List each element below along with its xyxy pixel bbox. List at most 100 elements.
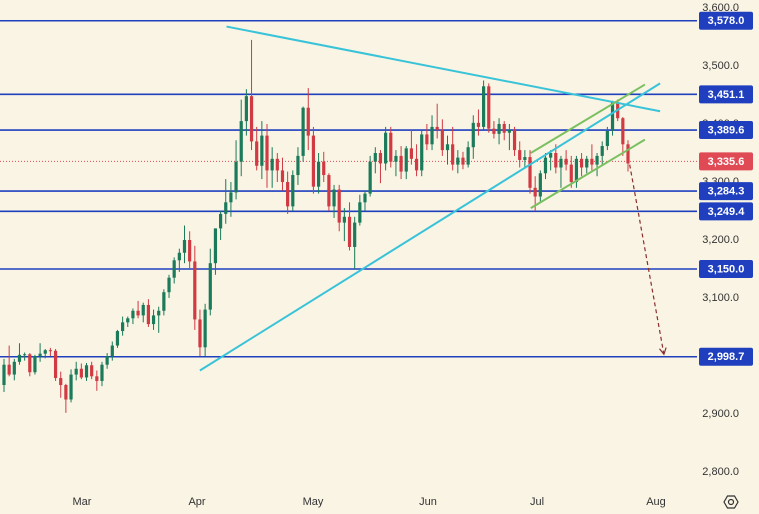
candle-up[interactable] <box>121 322 125 332</box>
candle-down[interactable] <box>590 158 594 165</box>
candle-up[interactable] <box>224 202 228 214</box>
candle-down[interactable] <box>461 157 465 165</box>
candle-up[interactable] <box>456 157 460 165</box>
candle-down[interactable] <box>198 319 202 348</box>
candle-down[interactable] <box>265 135 269 171</box>
candle-down[interactable] <box>414 158 419 171</box>
candle-down[interactable] <box>440 129 444 151</box>
candle-up[interactable] <box>291 175 295 207</box>
candle-down[interactable] <box>451 144 455 165</box>
trendline[interactable] <box>199 82 661 372</box>
price-level-badge[interactable] <box>699 202 753 221</box>
candle-up[interactable] <box>404 148 408 172</box>
candle-up[interactable] <box>141 304 145 316</box>
candle-up[interactable] <box>363 193 367 203</box>
candle-down[interactable] <box>79 368 83 378</box>
candle-up[interactable] <box>100 364 104 381</box>
candle-up[interactable] <box>430 126 434 145</box>
gear-icon[interactable] <box>723 495 739 509</box>
candle-up[interactable] <box>368 161 372 194</box>
candle-down[interactable] <box>275 158 279 171</box>
candle-up[interactable] <box>497 124 501 134</box>
candle-up[interactable] <box>12 361 16 375</box>
candle-up[interactable] <box>353 222 357 247</box>
candle-up[interactable] <box>182 240 187 253</box>
candle-up[interactable] <box>126 318 130 323</box>
candle-up[interactable] <box>2 364 6 385</box>
candle-down[interactable] <box>7 364 11 375</box>
candle-down[interactable] <box>435 126 439 130</box>
candle-down[interactable] <box>59 378 63 385</box>
candle-down[interactable] <box>626 144 630 164</box>
candle-up[interactable] <box>549 153 553 158</box>
candle-up[interactable] <box>538 173 542 197</box>
candle-up[interactable] <box>301 107 305 156</box>
candle-down[interactable] <box>327 175 331 207</box>
candle-up[interactable] <box>270 158 274 171</box>
candle-up[interactable] <box>358 202 362 223</box>
candle-down[interactable] <box>518 150 522 160</box>
candle-up[interactable] <box>23 354 27 356</box>
candle-up[interactable] <box>605 130 609 147</box>
channel-line[interactable] <box>530 83 646 154</box>
candle-up[interactable] <box>600 146 604 156</box>
candle-up[interactable] <box>445 144 450 151</box>
candle-up[interactable] <box>33 356 37 373</box>
candle-down[interactable] <box>492 128 496 134</box>
price-level-badge[interactable] <box>699 121 753 140</box>
candle-up[interactable] <box>595 155 599 165</box>
candle-down[interactable] <box>512 129 517 151</box>
candle-down[interactable] <box>286 182 290 207</box>
candle-down[interactable] <box>487 86 491 129</box>
candle-up[interactable] <box>213 228 218 264</box>
price-level-badge[interactable] <box>699 182 753 201</box>
candle-down[interactable] <box>502 124 506 133</box>
candle-up[interactable] <box>332 189 336 207</box>
candle-down[interactable] <box>188 240 192 262</box>
price-level-badge[interactable] <box>699 260 753 278</box>
candle-down[interactable] <box>193 261 197 320</box>
candle-down[interactable] <box>425 134 429 145</box>
candle-up[interactable] <box>316 161 321 187</box>
candle-down[interactable] <box>146 304 150 325</box>
candle-down[interactable] <box>280 170 285 182</box>
candle-down[interactable] <box>621 118 625 145</box>
candle-up[interactable] <box>69 374 73 400</box>
candle-up[interactable] <box>543 157 548 174</box>
current-price-badge[interactable] <box>699 152 753 171</box>
candle-up[interactable] <box>203 309 207 348</box>
candle-up[interactable] <box>507 129 511 133</box>
candle-up[interactable] <box>162 292 166 311</box>
candle-up[interactable] <box>244 96 248 122</box>
candle-down[interactable] <box>306 107 310 136</box>
candle-down[interactable] <box>579 158 584 168</box>
candle-down[interactable] <box>409 148 414 159</box>
candle-up[interactable] <box>342 216 346 223</box>
candle-up[interactable] <box>167 277 171 293</box>
price-level-badge[interactable] <box>699 11 753 30</box>
candle-down[interactable] <box>569 164 573 182</box>
channel-line[interactable] <box>530 138 646 209</box>
candle-down[interactable] <box>95 376 99 381</box>
candle-up[interactable] <box>373 153 377 162</box>
candle-down[interactable] <box>476 122 481 127</box>
candle-down[interactable] <box>249 96 254 142</box>
candle-up[interactable] <box>585 158 589 168</box>
candle-down[interactable] <box>399 155 403 172</box>
candle-up[interactable] <box>105 356 109 365</box>
candle-down[interactable] <box>53 350 58 379</box>
candle-down[interactable] <box>533 187 537 197</box>
price-level-badge[interactable] <box>699 347 753 366</box>
candle-up[interactable] <box>38 353 42 356</box>
price-level-badge[interactable] <box>699 85 753 104</box>
candle-down[interactable] <box>337 189 341 223</box>
candle-up[interactable] <box>482 86 486 127</box>
candle-up[interactable] <box>208 263 212 310</box>
candle-up[interactable] <box>260 135 264 166</box>
candle-up[interactable] <box>172 260 176 278</box>
candle-down[interactable] <box>90 365 94 377</box>
candle-down[interactable] <box>48 350 53 352</box>
candle-up[interactable] <box>74 368 78 375</box>
candle-up[interactable] <box>218 213 223 229</box>
